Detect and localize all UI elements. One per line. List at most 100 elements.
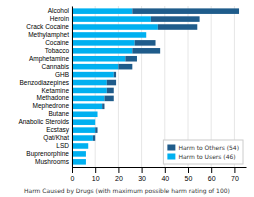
tick-label: Tobacco (45, 47, 70, 54)
bar (158, 24, 197, 30)
bar (72, 56, 125, 62)
tick-label: Cocaine (45, 39, 69, 46)
tick: 70 (231, 167, 239, 182)
tick-label: 0 (71, 175, 75, 182)
tick-label: GHB (55, 71, 69, 78)
bar (132, 8, 239, 14)
axis-line (73, 167, 247, 168)
tick-mark (188, 167, 189, 173)
bar (135, 40, 156, 46)
bar (85, 151, 86, 157)
tick-label: Methylamphet (28, 31, 69, 39)
series (93, 8, 239, 140)
legend-swatch (167, 154, 175, 160)
bar (102, 104, 104, 110)
bar (146, 32, 147, 38)
bar (72, 72, 114, 78)
tick-label: Butane (48, 110, 69, 117)
tick: 20 (115, 167, 123, 182)
chart: 0 10 20 30 40 50 60 70 AlcoholHeroinCrack Cocain… (0, 0, 254, 197)
bar (72, 104, 102, 110)
tick: 10 (92, 167, 100, 182)
bar (97, 111, 98, 117)
grid-line (118, 6, 119, 167)
legend-box (163, 140, 243, 164)
tick: Buprenorphine (26, 150, 72, 158)
tick: Mephedrone (33, 102, 73, 110)
bar (107, 80, 116, 86)
tick-mark (211, 167, 212, 173)
grid-line (141, 6, 142, 167)
bar (72, 143, 88, 149)
tick-label: 60 (208, 175, 216, 182)
legend: Harm to Others (54) Harm to Users (46) (163, 140, 243, 164)
bar (72, 24, 158, 30)
bar (104, 96, 113, 102)
bar (95, 119, 96, 125)
tick-label: Methadone (36, 94, 69, 101)
tick-label: Anabolic Steroids (18, 118, 69, 125)
bar (72, 96, 104, 102)
tick-label: 70 (231, 175, 239, 182)
bar (72, 111, 98, 117)
tick-label: Amphetamine (29, 55, 69, 63)
tick-label: Mephedrone (33, 102, 70, 110)
grid-line (72, 6, 73, 167)
bar (85, 159, 86, 165)
tick-label: 50 (185, 175, 193, 182)
bar (72, 119, 95, 125)
bar (72, 32, 146, 38)
bar (118, 64, 132, 70)
legend-item: Harm to Users (46) (167, 153, 235, 160)
bar (107, 88, 114, 94)
bar (132, 48, 160, 54)
tick: Qat/Khat (43, 134, 72, 142)
grid-line (95, 6, 96, 167)
bar (72, 88, 107, 94)
tick: Cannabis (42, 63, 72, 70)
tick: Methylamphet (28, 31, 72, 39)
tick: Butane (48, 110, 72, 117)
tick: Tobacco (45, 47, 72, 54)
bar (72, 80, 107, 86)
legend-swatch (167, 145, 175, 151)
tick-label: Heroin (50, 15, 70, 22)
tick-mark (165, 167, 166, 173)
axis-line (72, 7, 73, 168)
tick: 40 (161, 167, 169, 182)
bar (88, 143, 89, 149)
tick-mark (142, 167, 143, 173)
tick-mark (72, 167, 73, 173)
tick-label: Ketamine (42, 87, 70, 94)
series (72, 8, 158, 164)
bar (72, 48, 132, 54)
tick: 0 (71, 167, 75, 182)
tick-mark (118, 167, 119, 173)
tick-mark (95, 167, 96, 173)
bar (93, 135, 95, 141)
legend-item: Harm to Others (54) (167, 144, 239, 151)
tick: Amphetamine (29, 55, 72, 63)
y-axis: AlcoholHeroinCrack CocaineMethylamphetCo… (18, 7, 72, 168)
tick: 30 (138, 167, 146, 182)
x-axis: 0 10 20 30 40 50 60 70 (71, 167, 247, 182)
tick-label: Cannabis (42, 63, 70, 70)
tick-label: Crack Cocaine (26, 23, 69, 30)
legend-label: Harm to Users (46) (178, 153, 235, 160)
tick: Methadone (36, 94, 72, 101)
tick: Mushrooms (35, 158, 72, 165)
tick-label: 10 (92, 175, 100, 182)
tick-label: 20 (115, 175, 123, 182)
tick-label: Alcohol (48, 7, 70, 14)
tick-label: 30 (138, 175, 146, 182)
plot: 0 10 20 30 40 50 60 70 AlcoholHeroinCrack Cocain… (18, 6, 246, 182)
bar (72, 16, 151, 22)
bar (72, 135, 93, 141)
bar (72, 159, 86, 165)
tick: Heroin (50, 15, 72, 22)
tick: Ecstasy (46, 126, 72, 134)
legend-label: Harm to Others (54) (178, 144, 239, 151)
bar (114, 72, 116, 78)
tick-label: Buprenorphine (26, 150, 69, 158)
tick: Benzodiazepines (19, 79, 72, 87)
